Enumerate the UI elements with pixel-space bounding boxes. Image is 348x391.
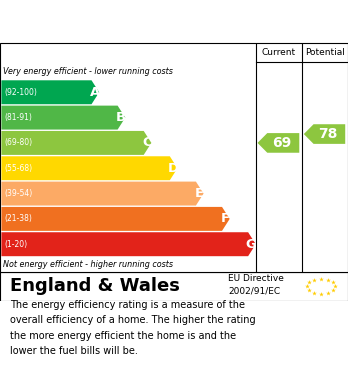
Polygon shape — [1, 80, 99, 104]
Text: A: A — [89, 86, 100, 99]
Polygon shape — [1, 156, 177, 180]
Text: 78: 78 — [318, 127, 337, 141]
Text: (81-91): (81-91) — [4, 113, 32, 122]
Text: (21-38): (21-38) — [4, 214, 32, 223]
Text: (92-100): (92-100) — [4, 88, 37, 97]
Text: E: E — [195, 187, 204, 200]
Text: The energy efficiency rating is a measure of the
overall efficiency of a home. T: The energy efficiency rating is a measur… — [10, 300, 256, 356]
Text: EU Directive
2002/91/EC: EU Directive 2002/91/EC — [228, 274, 284, 296]
Text: Energy Efficiency Rating: Energy Efficiency Rating — [10, 15, 232, 30]
Polygon shape — [1, 131, 151, 155]
Text: 69: 69 — [272, 136, 291, 150]
Text: England & Wales: England & Wales — [10, 277, 180, 296]
Polygon shape — [1, 181, 204, 206]
Text: D: D — [167, 162, 179, 175]
Polygon shape — [1, 106, 125, 129]
Text: Potential: Potential — [305, 48, 345, 57]
Polygon shape — [1, 207, 230, 231]
Polygon shape — [1, 232, 256, 256]
Text: (39-54): (39-54) — [4, 189, 32, 198]
Text: (69-80): (69-80) — [4, 138, 32, 147]
Polygon shape — [304, 124, 345, 144]
Text: (1-20): (1-20) — [4, 240, 27, 249]
Text: Very energy efficient - lower running costs: Very energy efficient - lower running co… — [3, 66, 173, 75]
Text: F: F — [221, 212, 230, 225]
Polygon shape — [258, 133, 299, 153]
Text: C: C — [142, 136, 152, 149]
Text: B: B — [116, 111, 126, 124]
Text: G: G — [246, 238, 256, 251]
Text: (55-68): (55-68) — [4, 164, 32, 173]
Text: Not energy efficient - higher running costs: Not energy efficient - higher running co… — [3, 260, 174, 269]
Text: Current: Current — [262, 48, 296, 57]
